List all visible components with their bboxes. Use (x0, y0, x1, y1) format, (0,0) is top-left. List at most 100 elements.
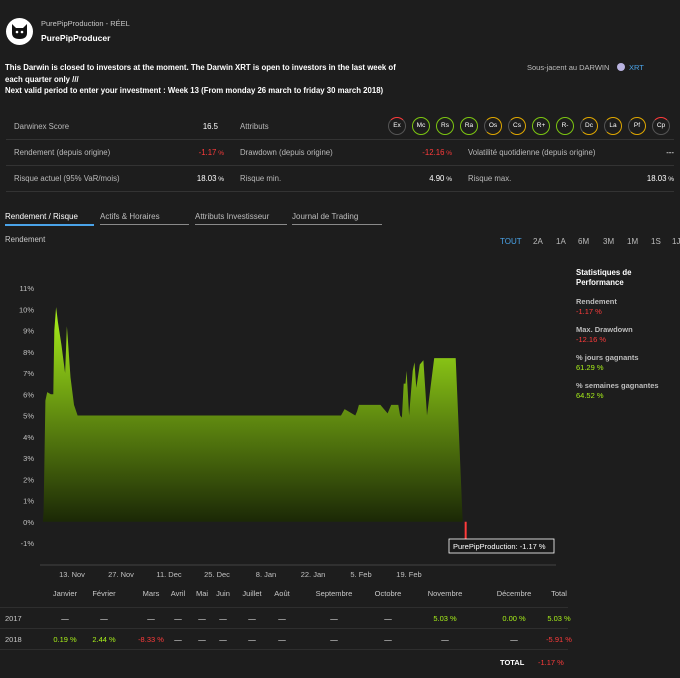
range-1m[interactable]: 1M (627, 237, 639, 246)
attribute-badge-mc[interactable]: Mc (412, 117, 430, 135)
range-3m[interactable]: 3M (603, 237, 615, 246)
return-area-series[interactable] (40, 307, 463, 522)
year-label: 2018 (5, 635, 22, 644)
risk-current-unit: % (216, 176, 224, 183)
drawdown-value: -12.16 % (384, 148, 452, 157)
attribute-badge-os[interactable]: Os (484, 117, 502, 135)
attribute-badge-rs[interactable]: Rs (436, 117, 454, 135)
y-tick-label: 5% (23, 412, 34, 421)
row-divider (0, 607, 568, 608)
month-cell: — (278, 614, 286, 623)
range-1w[interactable]: 1S (651, 237, 661, 246)
underlying-label: Sous-jacent au DARWIN (527, 63, 610, 72)
y-tick-label: 7% (23, 369, 34, 378)
attribute-badge-ra[interactable]: Ra (460, 117, 478, 135)
closed-notice: This Darwin is closed to investors at th… (5, 62, 405, 97)
month-header: Mai (195, 589, 209, 598)
stat-drawdown-value: -12.16 % (576, 335, 607, 344)
return-label: Rendement (depuis origine) (14, 148, 111, 157)
stat-return-value: -1.17 % (576, 307, 602, 316)
attribute-badge-ex[interactable]: Ex (388, 117, 406, 135)
risk-max-value: 18.03 % (606, 174, 674, 183)
month-cell: 5.03 % (547, 614, 571, 623)
attribute-badge-dc[interactable]: Dc (580, 117, 598, 135)
last-value-marker[interactable] (464, 521, 467, 547)
range-1y[interactable]: 1A (556, 237, 566, 246)
stat-winning-weeks-value: 64.52 % (576, 391, 604, 400)
month-header: Juin (216, 589, 230, 598)
y-tick-label: 9% (23, 327, 34, 336)
x-tick-label: 5. Feb (350, 570, 371, 579)
month-cell: — (61, 614, 69, 623)
stat-return-label: Rendement (576, 297, 617, 306)
tab-return-risk[interactable]: Rendement / Risque (5, 212, 94, 226)
month-cell: — (248, 614, 256, 623)
y-tick-label: 3% (23, 454, 34, 463)
metrics-row-2: Rendement (depuis origine) -1.17 % Drawd… (6, 140, 674, 166)
month-cell: -8.33 % (138, 635, 164, 644)
month-header: Décembre (496, 589, 532, 598)
x-tick-label: 19. Feb (396, 570, 421, 579)
metrics-row-3: Risque actuel (95% VaR/mois) 18.03 % Ris… (6, 166, 674, 192)
return-value: -1.17 % (156, 148, 224, 157)
month-cell: — (384, 614, 392, 623)
y-tick-label: -1% (21, 539, 35, 548)
range-all[interactable]: TOUT (500, 237, 522, 246)
month-cell: — (147, 614, 155, 623)
return-unit: % (216, 150, 224, 157)
owner-label: PurePipProduction - RÉEL (41, 19, 130, 28)
month-cell: 2.44 % (92, 635, 116, 644)
attribute-badge-rplus[interactable]: R+ (532, 117, 550, 135)
x-tick-label: 8. Jan (256, 570, 276, 579)
month-header: Septembre (315, 589, 353, 598)
x-tick-label: 13. Nov (59, 570, 85, 579)
stat-winning-days-label: % jours gagnants (576, 353, 639, 362)
risk-max-unit: % (666, 176, 674, 183)
metrics-row-1: Darwinex Score 16.5 Attributs Ex Mc Rs Ra Os… (6, 114, 674, 140)
month-cell: — (198, 635, 206, 644)
total-label: TOTAL (500, 658, 525, 667)
year-label: 2017 (5, 614, 22, 623)
y-tick-label: 2% (23, 475, 34, 484)
tab-investor-attributes[interactable]: Attributs Investisseur (195, 212, 287, 225)
avatar (6, 18, 33, 45)
tab-trading-journal[interactable]: Journal de Trading (292, 212, 382, 225)
month-header: Octobre (374, 589, 402, 598)
risk-min-value: 4.90 % (384, 174, 452, 183)
attribute-badge-pf[interactable]: Pf (628, 117, 646, 135)
attribute-badge-cs[interactable]: Cs (508, 117, 526, 135)
underlying-symbol-link[interactable]: XRT (629, 63, 644, 72)
attribute-badge-rminus[interactable]: R- (556, 117, 574, 135)
risk-current-label: Risque actuel (95% VaR/mois) (14, 174, 120, 183)
month-cell: — (219, 635, 227, 644)
attribute-badge-cp[interactable]: Cp (652, 117, 670, 135)
y-tick-label: 8% (23, 348, 34, 357)
range-2y[interactable]: 2A (533, 237, 543, 246)
month-cell: — (384, 635, 392, 644)
stat-winning-weeks: % semaines gagnantes 64.52 % (576, 381, 676, 401)
tooltip-text: PurePipProduction: -1.17 % (453, 542, 546, 551)
range-6m[interactable]: 6M (578, 237, 590, 246)
month-cell: — (100, 614, 108, 623)
month-header: Août (274, 589, 290, 598)
y-tick-label: 4% (23, 433, 34, 442)
drawdown-label: Drawdown (depuis origine) (240, 148, 333, 157)
y-tick-label: 6% (23, 390, 34, 399)
volatility-label: Volatilité quotidienne (depuis origine) (468, 148, 596, 157)
attribute-badge-la[interactable]: La (604, 117, 622, 135)
section-tabs: Rendement / Risque Actifs & Horaires Att… (5, 212, 680, 226)
month-cell: — (174, 635, 182, 644)
month-cell: — (219, 614, 227, 623)
x-tick-label: 11. Dec (156, 570, 182, 579)
month-cell: — (441, 635, 449, 644)
darwin-name: PurePipProducer (41, 33, 111, 43)
return-chart: 11% 10% 9% 8% 7% 6% 5% 4% 3% 2% 1% 0% -1% 13. Nov 27. … (19, 284, 556, 579)
y-tick-label: 10% (19, 305, 34, 314)
notice-line-1: This Darwin is closed to investors at th… (5, 63, 396, 84)
range-1d[interactable]: 1J (672, 237, 680, 246)
darwinex-score-value: 16.5 (202, 122, 218, 131)
tab-assets-hours[interactable]: Actifs & Horaires (100, 212, 189, 225)
performance-stats: Statistiques de Performance Rendement -1… (576, 268, 676, 401)
return-number: -1.17 (198, 148, 217, 157)
stats-title: Statistiques de Performance (576, 268, 632, 287)
